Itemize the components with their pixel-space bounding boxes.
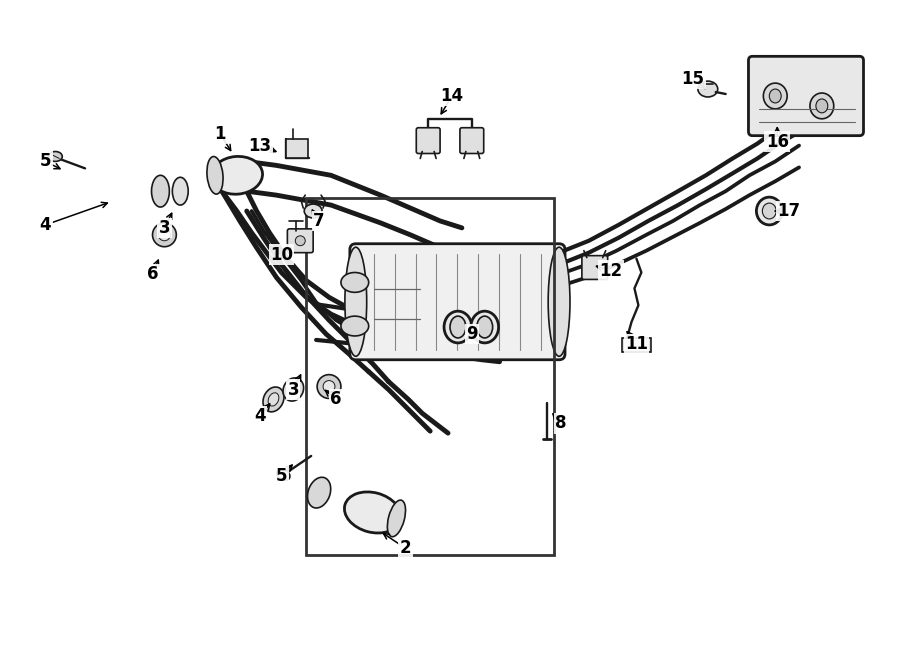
Text: 3: 3 <box>287 381 299 399</box>
Circle shape <box>152 223 176 247</box>
Text: 5: 5 <box>275 467 287 485</box>
Ellipse shape <box>341 316 369 336</box>
Ellipse shape <box>816 99 828 113</box>
Text: 6: 6 <box>330 391 342 408</box>
Text: 17: 17 <box>778 202 801 220</box>
Ellipse shape <box>345 247 366 356</box>
Ellipse shape <box>763 83 788 109</box>
Text: 8: 8 <box>555 414 567 432</box>
Ellipse shape <box>341 273 369 293</box>
Ellipse shape <box>450 316 466 338</box>
Ellipse shape <box>698 81 717 97</box>
Text: 12: 12 <box>599 261 622 279</box>
Text: 10: 10 <box>270 246 292 263</box>
Ellipse shape <box>207 156 223 194</box>
FancyBboxPatch shape <box>350 244 565 359</box>
Ellipse shape <box>387 500 406 537</box>
Ellipse shape <box>756 197 782 225</box>
Text: 4: 4 <box>40 216 51 234</box>
Ellipse shape <box>548 247 570 356</box>
Circle shape <box>295 236 305 246</box>
Ellipse shape <box>172 177 188 205</box>
Text: 14: 14 <box>440 87 464 105</box>
Ellipse shape <box>49 152 62 162</box>
Text: 15: 15 <box>681 70 705 88</box>
Ellipse shape <box>268 393 279 406</box>
Ellipse shape <box>308 477 330 508</box>
Ellipse shape <box>263 387 284 412</box>
Ellipse shape <box>444 311 472 343</box>
Text: 5: 5 <box>40 152 51 170</box>
Ellipse shape <box>212 156 263 194</box>
Bar <box>622 338 652 352</box>
Ellipse shape <box>283 378 303 401</box>
Text: 2: 2 <box>400 539 411 557</box>
FancyBboxPatch shape <box>582 256 608 279</box>
Text: 6: 6 <box>147 265 158 283</box>
Ellipse shape <box>345 492 400 533</box>
Ellipse shape <box>304 204 322 218</box>
Text: 13: 13 <box>248 136 271 154</box>
Circle shape <box>317 375 341 399</box>
Text: 3: 3 <box>158 219 170 237</box>
Text: 16: 16 <box>766 132 788 150</box>
Ellipse shape <box>770 89 781 103</box>
Text: 9: 9 <box>466 325 478 343</box>
Ellipse shape <box>477 316 492 338</box>
Circle shape <box>323 381 335 393</box>
Text: 4: 4 <box>254 407 266 425</box>
Bar <box>306 198 554 555</box>
Text: 7: 7 <box>313 212 325 230</box>
Text: 11: 11 <box>625 335 648 353</box>
FancyBboxPatch shape <box>460 128 483 154</box>
Ellipse shape <box>471 311 499 343</box>
Ellipse shape <box>810 93 833 118</box>
Text: 1: 1 <box>214 124 226 143</box>
FancyBboxPatch shape <box>287 229 313 253</box>
Circle shape <box>158 229 170 241</box>
Ellipse shape <box>762 203 776 219</box>
FancyBboxPatch shape <box>749 56 863 136</box>
Bar <box>286 138 308 158</box>
FancyBboxPatch shape <box>417 128 440 154</box>
Ellipse shape <box>151 175 169 207</box>
Ellipse shape <box>277 469 290 481</box>
